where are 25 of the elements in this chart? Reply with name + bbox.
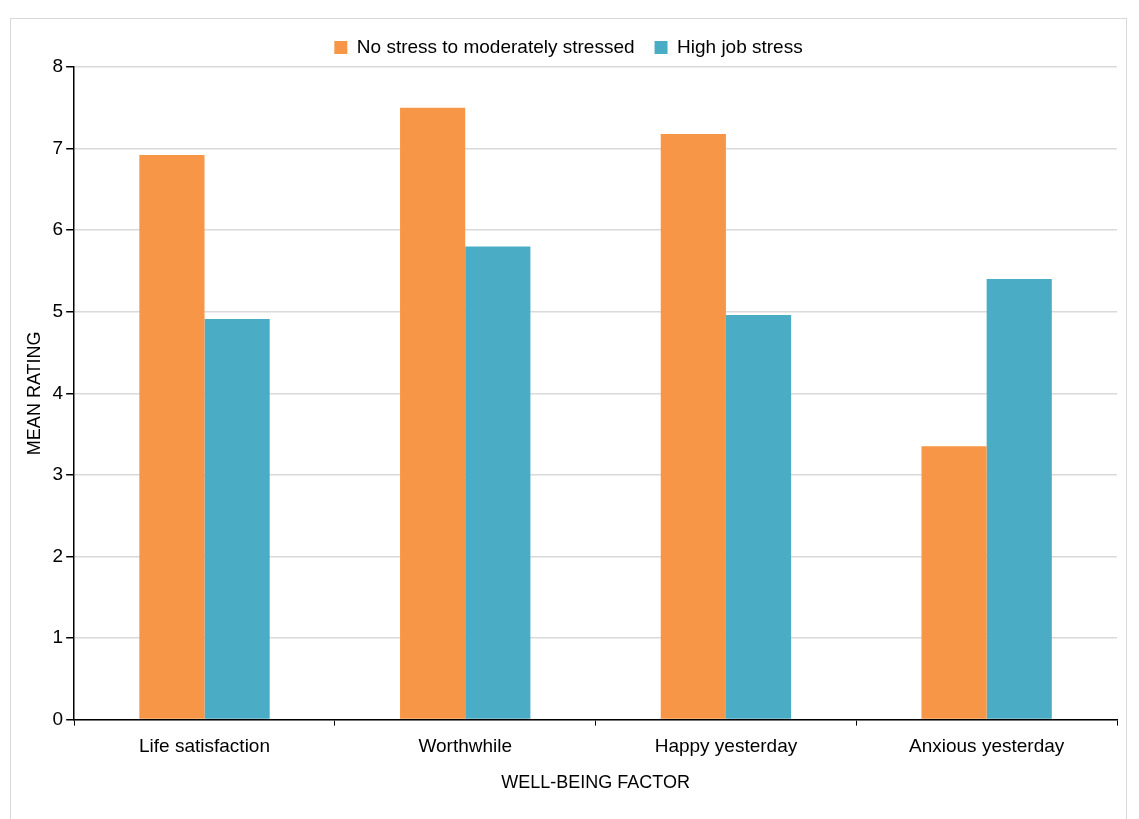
bar xyxy=(400,107,466,719)
bar xyxy=(921,446,987,719)
x-tick-label: Happy yesterday xyxy=(654,735,798,757)
bar xyxy=(660,133,726,719)
y-tick-label: 3 xyxy=(52,463,64,485)
bar xyxy=(204,319,270,719)
x-tick-label: Life satisfaction xyxy=(139,735,271,757)
bar xyxy=(986,279,1052,719)
legend-label: High job stress xyxy=(677,35,803,57)
y-tick-label: 1 xyxy=(52,626,64,648)
y-axis-title: MEAN RATING xyxy=(23,331,44,456)
x-tick-label: Worthwhile xyxy=(418,735,513,757)
y-tick-label: 5 xyxy=(52,299,64,321)
y-tick-label: 2 xyxy=(52,544,64,566)
y-tick-label: 6 xyxy=(52,218,64,240)
x-axis-title: WELL-BEING FACTOR xyxy=(501,772,690,793)
y-tick-label: 0 xyxy=(52,707,64,729)
y-tick-label: 8 xyxy=(52,55,64,77)
bar xyxy=(725,314,792,719)
bar xyxy=(139,155,205,719)
legend-label: No stress to moderately stressed xyxy=(356,35,635,57)
y-tick-label: 7 xyxy=(52,136,64,158)
y-tick-label: 4 xyxy=(52,381,64,403)
x-tick-label: Anxious yesterday xyxy=(909,735,1065,757)
bar xyxy=(465,246,531,719)
